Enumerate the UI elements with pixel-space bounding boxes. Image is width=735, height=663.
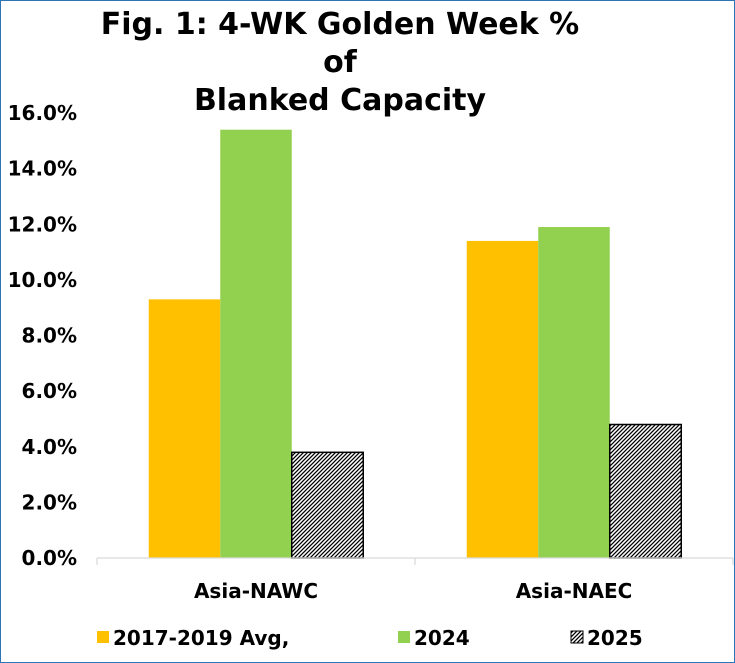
y-tick-label: 16.0% [8, 101, 77, 125]
chart-title: Fig. 1: 4-WK Golden Week % of Blanked Ca… [90, 6, 590, 120]
legend-label: 2017-2019 Avg, [113, 626, 289, 650]
bar-asia-nawc-2025 [291, 451, 364, 559]
chart-title-line-2: Blanked Capacity [193, 83, 487, 118]
y-tick-label: 0.0% [22, 546, 77, 570]
y-axis: 0.0% 2.0% 4.0% 6.0% 8.0% 10.0% 12.0% 14.0% 16.0% [8, 101, 77, 570]
bar-asia-nawc-2024 [220, 129, 292, 558]
y-tick-label: 14.0% [8, 157, 77, 181]
legend-swatch [398, 631, 410, 643]
legend-swatch [570, 630, 584, 644]
chart-title-line-1: Fig. 1: 4-WK Golden Week % of [100, 7, 580, 80]
y-tick-label: 12.0% [8, 212, 77, 236]
y-tick-label: 8.0% [22, 324, 77, 348]
legend: 2017-2019 Avg, 2024 2025 [97, 626, 643, 650]
legend-label: 2024 [414, 626, 470, 650]
x-axis: Asia-NAWC Asia-NAEC [96, 557, 734, 603]
bar-series-group [148, 129, 682, 559]
bar-asia-naec-2017-2019-avg [466, 240, 539, 558]
bar-asia-naec-2025 [609, 423, 682, 559]
category-label: Asia-NAEC [516, 579, 633, 603]
y-tick-label: 4.0% [22, 435, 77, 459]
bar-asia-nawc-2017-2019-avg [148, 299, 221, 558]
bar-asia-naec-2024 [538, 227, 610, 558]
y-tick-label: 10.0% [8, 268, 77, 292]
legend-label: 2025 [587, 626, 643, 650]
legend-swatch [97, 631, 109, 643]
y-tick-label: 6.0% [22, 379, 77, 403]
y-tick-label: 2.0% [22, 490, 77, 514]
category-label: Asia-NAWC [194, 579, 318, 603]
